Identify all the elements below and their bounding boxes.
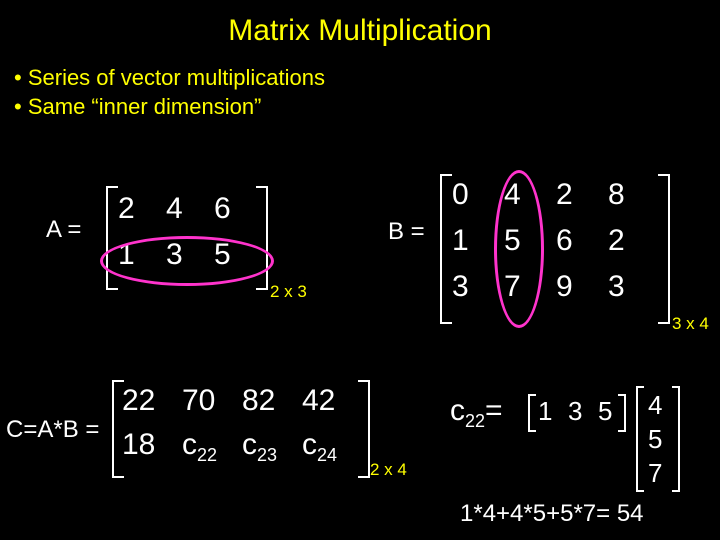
matrix-b-label: B = — [388, 218, 425, 246]
c22-rowvec-br — [618, 394, 626, 432]
c22-lhs: c22= — [450, 394, 503, 432]
bullet-1: Series of vector multiplications — [28, 65, 325, 90]
b-dim: 3 x 4 — [672, 314, 709, 334]
c-0-2: 82 — [242, 384, 275, 418]
c22-compute: 1*4+4*5+5*7= 54 — [460, 500, 644, 528]
a-0-0: 2 — [118, 192, 135, 226]
a-dim: 2 x 3 — [270, 282, 307, 302]
b-0-0: 0 — [452, 178, 469, 212]
c22-cv-2: 7 — [648, 458, 662, 489]
matrix-c-label: C=A*B = — [6, 416, 99, 444]
b-1-2: 6 — [556, 224, 573, 258]
c-0-3: 42 — [302, 384, 335, 418]
b-2-0: 3 — [452, 270, 469, 304]
matrix-c-bracket-right — [358, 380, 370, 478]
c-1-1: c22 — [182, 428, 217, 466]
matrix-a-label: A = — [46, 216, 81, 244]
page-title: Matrix Multiplication — [0, 0, 720, 48]
c-1-0: 18 — [122, 428, 155, 462]
c22-rv-1: 3 — [568, 396, 582, 427]
c-0-1: 70 — [182, 384, 215, 418]
c22-rv-0: 1 — [538, 396, 552, 427]
c22-cv-0: 4 — [648, 390, 662, 421]
c22-rv-2: 5 — [598, 396, 612, 427]
c-dim: 2 x 4 — [370, 460, 407, 480]
c22-colvec-br — [672, 386, 680, 492]
c22-colvec-bl — [636, 386, 644, 492]
matrix-b-bracket-right — [658, 174, 670, 324]
a-0-2: 6 — [214, 192, 231, 226]
c-1-3: c24 — [302, 428, 337, 466]
b-0-3: 8 — [608, 178, 625, 212]
c22-cv-1: 5 — [648, 424, 662, 455]
b-2-3: 3 — [608, 270, 625, 304]
c-0-0: 22 — [122, 384, 155, 418]
b-1-3: 2 — [608, 224, 625, 258]
b-2-2: 9 — [556, 270, 573, 304]
a-row-highlight — [100, 236, 274, 286]
c-1-2: c23 — [242, 428, 277, 466]
b-0-2: 2 — [556, 178, 573, 212]
b-col-highlight — [494, 170, 544, 328]
a-0-1: 4 — [166, 192, 183, 226]
bullet-2: Same “inner dimension” — [28, 94, 262, 119]
b-1-0: 1 — [452, 224, 469, 258]
matrix-b-bracket-left — [440, 174, 452, 324]
bullet-list: • Series of vector multiplications • Sam… — [14, 64, 720, 121]
c22-rowvec-bl — [528, 394, 536, 432]
